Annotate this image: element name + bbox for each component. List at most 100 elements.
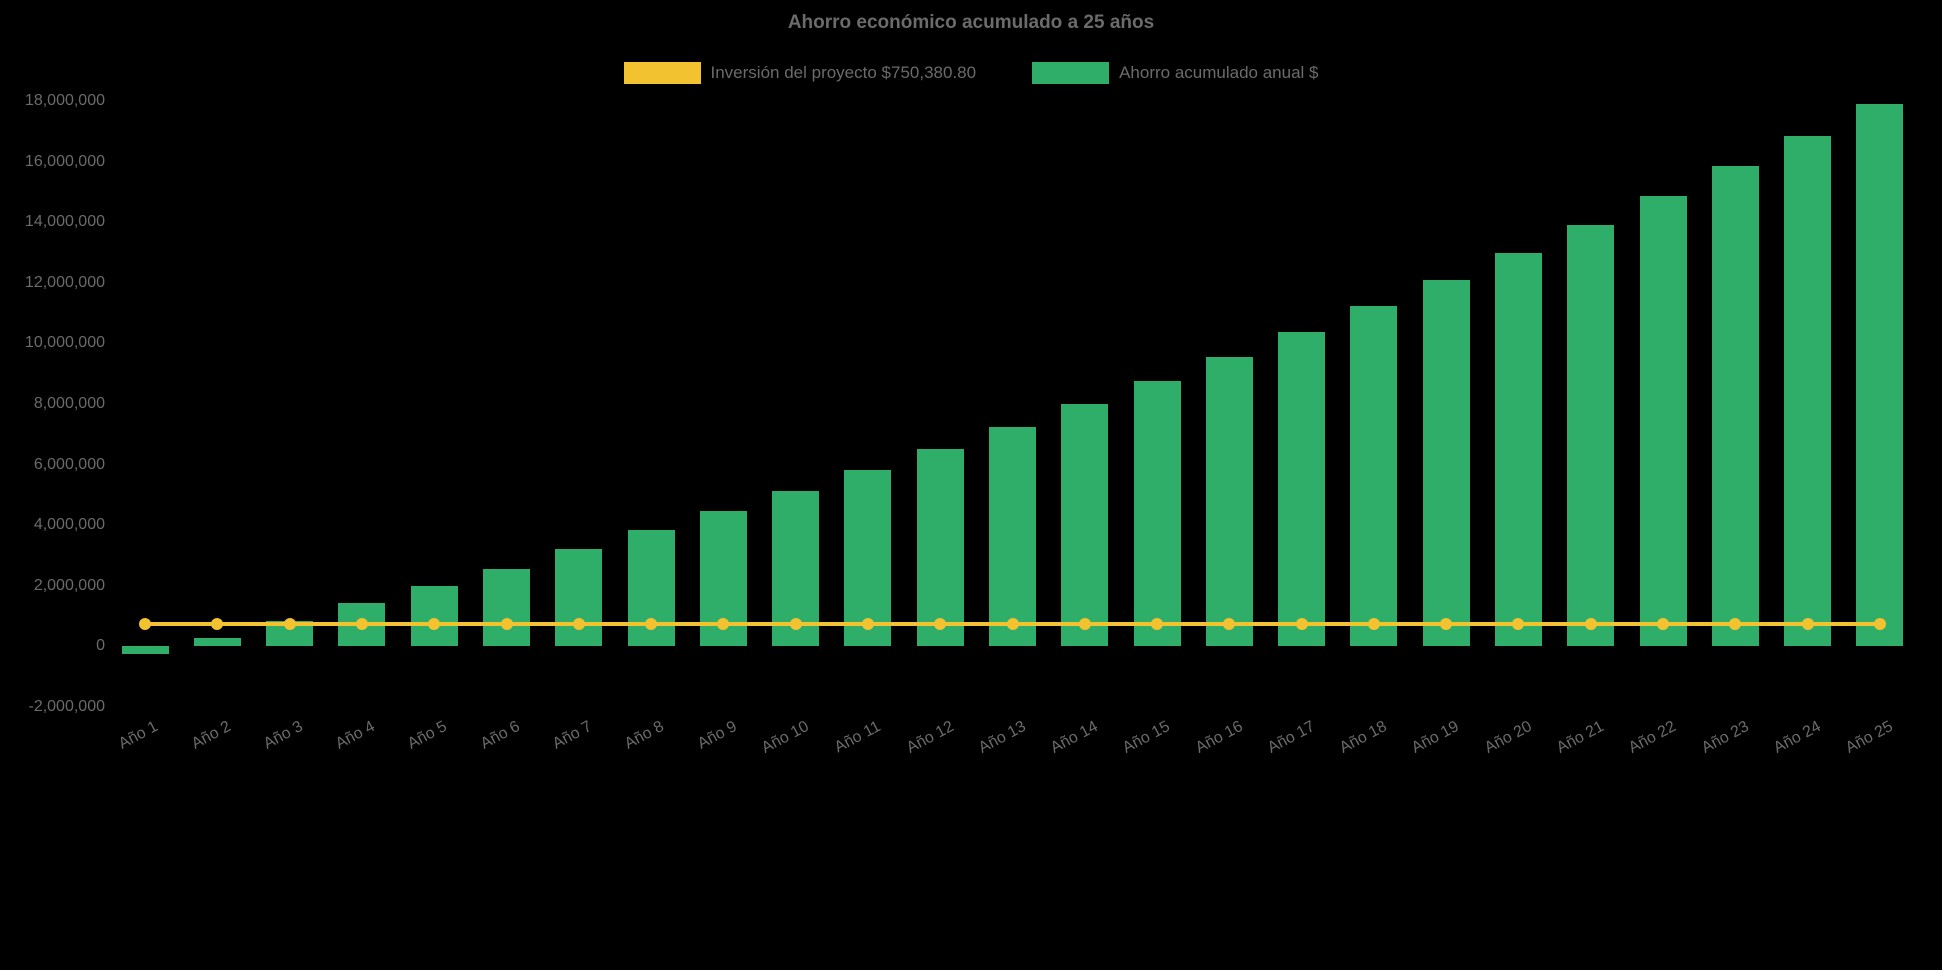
investment-line-segment: [578, 621, 652, 626]
bar-año-18: [1350, 306, 1398, 647]
x-axis-tick-label: Año 20: [1481, 718, 1535, 757]
bar-año-25: [1856, 104, 1904, 647]
investment-line-segment: [1012, 621, 1085, 626]
investment-line-point: [428, 617, 441, 630]
chart-legend: Inversión del proyecto $750,380.80 Ahorro…: [0, 62, 1942, 84]
x-axis-tick-label: Año 6: [477, 718, 523, 753]
y-axis-tick-label: 2,000,000: [33, 576, 105, 594]
investment-line-point: [1223, 617, 1236, 630]
x-axis-tick-label: Año 9: [694, 718, 740, 753]
investment-line-point: [1584, 617, 1597, 630]
y-axis-tick-label: 4,000,000: [33, 516, 105, 534]
investment-line-segment: [1373, 621, 1447, 626]
x-axis-tick-label: Año 5: [405, 718, 451, 753]
bar-año-13: [989, 426, 1036, 647]
investment-line-point: [1873, 617, 1886, 630]
investment-line-point: [1440, 617, 1453, 630]
y-axis-tick-label: 18,000,000: [24, 92, 105, 109]
investment-line-segment: [1663, 621, 1736, 626]
investment-line-point: [717, 617, 730, 630]
investment-line-segment: [940, 621, 1013, 626]
investment-line-point: [1657, 617, 1670, 630]
investment-line-segment: [1229, 621, 1302, 626]
x-axis-tick-label: Año 1: [116, 718, 162, 753]
legend-label: Ahorro acumulado anual $: [1119, 63, 1319, 82]
investment-line-segment: [361, 621, 435, 626]
legend-label: Inversión del proyecto $750,380.80: [710, 63, 977, 82]
bar-año-6: [483, 568, 531, 647]
y-axis-tick-label: 12,000,000: [24, 273, 105, 291]
bar-año-5: [410, 585, 458, 647]
x-axis-tick-label: Año 8: [622, 718, 668, 753]
bar-año-1: [121, 646, 169, 654]
y-axis-tick-label: 8,000,000: [33, 395, 105, 412]
x-axis-tick-label: Año 7: [549, 718, 595, 753]
bar-año-17: [1278, 331, 1326, 647]
investment-line-point: [934, 617, 947, 630]
bar-año-21: [1567, 224, 1615, 647]
investment-line-segment: [1301, 621, 1374, 626]
legend-item-investment[interactable]: Inversión del proyecto $750,380.80: [623, 62, 977, 84]
x-axis-tick-label: Año 24: [1770, 718, 1824, 757]
investment-line-point: [1512, 617, 1525, 630]
investment-line-point: [1078, 617, 1091, 630]
chart-title: Ahorro económico acumulado a 25 años: [787, 12, 1155, 33]
investment-line-point: [1367, 617, 1380, 630]
investment-line-segment: [1590, 621, 1663, 626]
investment-line-segment: [1807, 621, 1880, 626]
x-axis-tick-label: Año 13: [975, 718, 1029, 757]
investment-line-point: [355, 617, 368, 630]
bar-año-11: [844, 470, 892, 647]
investment-line-segment: [1446, 621, 1519, 626]
investment-line-point: [1295, 617, 1308, 630]
legend-swatch-0: [623, 62, 701, 84]
x-axis-tick-label: Año 3: [260, 718, 306, 753]
investment-line-segment: [145, 621, 218, 626]
investment-line-point: [139, 617, 152, 630]
x-axis-tick-label: Año 2: [188, 718, 234, 753]
investment-line-segment: [1735, 621, 1808, 626]
investment-line-segment: [217, 621, 290, 626]
legend-item-savings[interactable]: Ahorro acumulado anual $: [1032, 62, 1319, 84]
bar-año-16: [1205, 356, 1253, 647]
x-axis-tick-label: Año 19: [1409, 718, 1463, 757]
x-axis-tick-label: Año 15: [1120, 718, 1174, 757]
bar-año-12: [916, 448, 964, 647]
y-axis-tick-label: 14,000,000: [24, 213, 105, 231]
bar-año-15: [1133, 380, 1181, 647]
investment-line-point: [211, 617, 224, 630]
x-axis-tick-label: Año 12: [903, 718, 957, 757]
investment-line-point: [1729, 617, 1742, 630]
bar-año-2: [193, 637, 241, 647]
x-axis-tick-label: Año 16: [1192, 718, 1246, 757]
investment-line-point: [283, 617, 296, 630]
bar-año-20: [1494, 252, 1542, 647]
y-axis-tick-label: 0: [96, 637, 105, 655]
legend-swatch-1: [1032, 62, 1110, 84]
bar-año-7: [555, 549, 603, 647]
bar-año-14: [1061, 404, 1109, 647]
x-axis-tick-label: Año 22: [1626, 718, 1680, 757]
investment-line-segment: [289, 621, 362, 626]
x-axis-tick-label: Año 21: [1553, 718, 1607, 757]
x-axis-tick-label: Año 10: [758, 718, 812, 757]
investment-line-segment: [867, 621, 941, 626]
investment-line-point: [1801, 617, 1814, 630]
investment-line-segment: [1518, 621, 1591, 626]
investment-line-point: [861, 617, 874, 630]
investment-line-segment: [723, 621, 796, 626]
y-axis-tick-label: 10,000,000: [24, 334, 105, 352]
investment-line-point: [1151, 617, 1164, 630]
investment-line-segment: [651, 621, 724, 626]
x-axis-tick-label: Año 11: [832, 718, 884, 757]
x-axis-tick-label: Año 25: [1843, 718, 1896, 757]
x-axis-tick-label: Año 14: [1047, 718, 1101, 757]
bar-año-19: [1422, 279, 1470, 647]
bar-año-23: [1711, 166, 1759, 647]
investment-line-segment: [1084, 621, 1158, 626]
investment-line-segment: [434, 621, 507, 626]
x-axis-tick-label: Año 4: [333, 718, 378, 753]
x-axis-tick-label: Año 17: [1264, 718, 1318, 757]
